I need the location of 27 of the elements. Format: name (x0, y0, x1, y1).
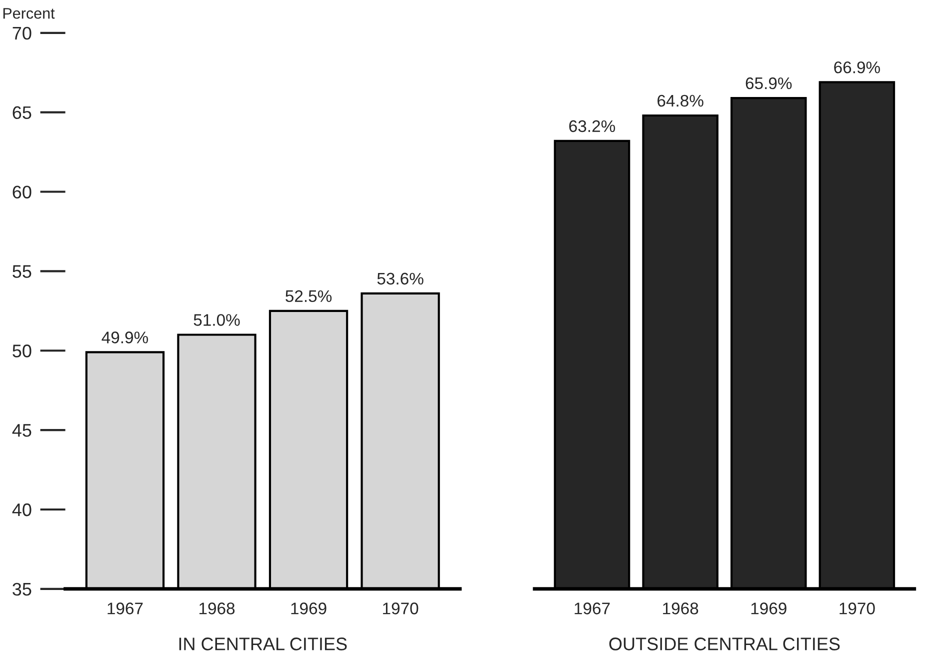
y-axis-title: Percent (3, 8, 55, 19)
y-tick-label: 55 (12, 265, 32, 278)
data-label: 49.9% (102, 332, 148, 344)
data-label: 53.6% (377, 272, 424, 285)
y-tick-label: 60 (12, 186, 32, 198)
y-tick-label: 35 (12, 582, 32, 596)
x-axis-title: OUTSIDE CENTRAL CITIES (609, 638, 840, 650)
x-tick-label: 1967 (108, 602, 143, 614)
data-label: 63.2% (569, 120, 616, 132)
data-label: 66.9% (834, 61, 880, 74)
y-tick-label: 50 (12, 344, 32, 358)
x-tick-label: 1967 (574, 602, 610, 614)
data-label: 64.8% (658, 94, 704, 107)
x-axis-title: IN CENTRAL CITIES (179, 638, 347, 650)
data-label: 51.0% (194, 314, 240, 326)
x-tick-label: 1969 (751, 602, 786, 614)
y-tick-label: 40 (12, 503, 32, 516)
x-tick-label: 1969 (291, 602, 326, 614)
y-tick-label: 45 (12, 424, 32, 437)
x-tick-label: 1970 (840, 602, 875, 614)
x-tick-label: 1970 (383, 602, 418, 614)
x-tick-label: 1968 (663, 602, 698, 614)
y-tick-label: 65 (12, 106, 32, 120)
x-tick-label: 1968 (199, 602, 235, 614)
data-label: 65.9% (746, 77, 792, 90)
y-tick-label: 70 (12, 26, 32, 40)
data-label: 52.5% (286, 290, 332, 302)
